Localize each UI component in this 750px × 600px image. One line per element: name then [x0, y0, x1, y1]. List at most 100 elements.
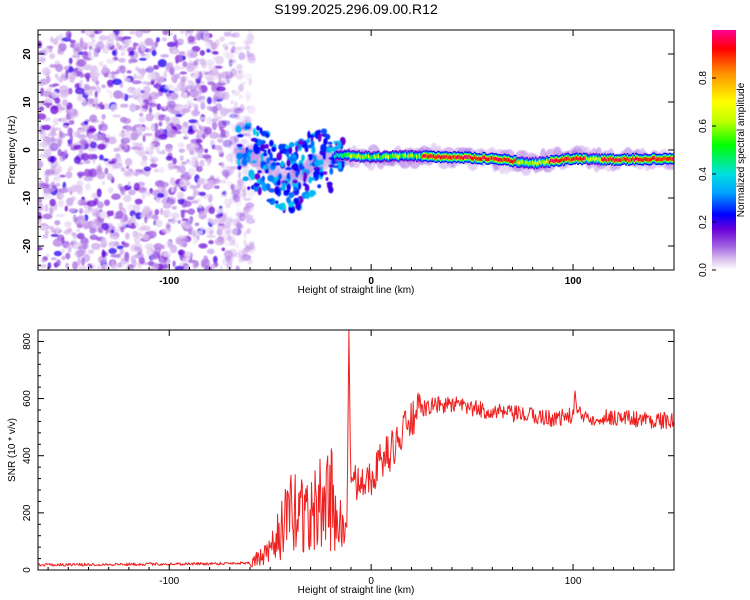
- spectrogram-signal-cell: [276, 152, 282, 161]
- spectrogram-noise-cell: [138, 57, 147, 61]
- spectrogram-noise-cell: [220, 79, 226, 84]
- spectrogram-noise-cell: [76, 228, 80, 233]
- spectrogram-signal-cell: [288, 192, 295, 199]
- spectrogram-noise-cell: [179, 155, 184, 162]
- spectrogram-noise-cell: [69, 39, 76, 44]
- spectrogram-noise-cell: [78, 148, 84, 156]
- spectrogram-noise-cell: [98, 35, 108, 41]
- spectrogram-noise-cell: [151, 50, 157, 57]
- spectrogram-noise-cell: [152, 251, 158, 260]
- spectrogram-noise-cell: [147, 72, 157, 81]
- spectrogram-noise-cell: [60, 193, 65, 199]
- spectrogram-ridge-cell: [626, 156, 629, 161]
- spectrogram-noise-cell: [141, 46, 146, 52]
- spectrogram-ridge-cell: [653, 156, 656, 160]
- spectrogram-ridge-cell: [465, 155, 468, 159]
- spectrogram-ridge-cell: [602, 158, 605, 162]
- spectrogram-noise-cell: [115, 35, 121, 42]
- spectrogram-signal-cell: [279, 149, 285, 154]
- spectrogram-noise-cell: [133, 246, 141, 251]
- spectrogram-noise-cell: [52, 238, 63, 247]
- spectrogram-noise-cell: [192, 260, 197, 269]
- spectrogram-noise-cell: [199, 116, 206, 121]
- spectrogram-noise-cell: [142, 85, 151, 94]
- spectrogram-signal-cell: [309, 190, 317, 196]
- spectrogram-ridge-cell: [619, 158, 622, 163]
- spectrogram-x-tick-label: -100: [159, 276, 179, 287]
- spectrogram-noise-cell: [244, 90, 252, 100]
- spectrogram-noise-cell: [50, 227, 55, 233]
- spectrogram-noise-cell: [101, 222, 110, 231]
- spectrogram-noise-cell: [98, 211, 108, 219]
- spectrogram-ridge-cell: [408, 154, 411, 158]
- spectrogram-noise-cell: [209, 229, 213, 235]
- spectrogram-signal-cell: [244, 125, 251, 130]
- spectrogram-ridge-cell: [654, 157, 657, 161]
- spectrogram-ridge-cell: [478, 156, 480, 161]
- spectrogram-noise-cell: [180, 125, 188, 131]
- spectrogram-noise-cell: [68, 66, 74, 74]
- spectrogram-signal-cell: [306, 138, 311, 144]
- spectrogram-noise-cell: [142, 134, 146, 143]
- colorbar-ticks: 0.0 0.2 0.4 0.6 0.8: [698, 71, 716, 277]
- spectrogram-noise-cell: [197, 177, 207, 184]
- spectrogram-ridge-cell: [457, 155, 459, 159]
- spectrogram-noise-cell: [49, 53, 56, 59]
- spectrogram-noise-cell: [195, 58, 200, 62]
- spectrogram-noise-cell: [179, 71, 188, 75]
- spectrogram-noise-cell: [102, 64, 108, 74]
- spectrogram-noise-cell: [147, 230, 157, 239]
- spectrogram-signal-cell: [327, 141, 333, 145]
- spectrogram-noise-cell: [208, 264, 217, 269]
- spectrogram-noise-cell: [237, 171, 241, 180]
- spectrogram-noise-cell: [177, 142, 185, 148]
- spectrogram-ridge-cell: [403, 154, 406, 158]
- spectrogram-noise-cell: [96, 201, 104, 209]
- spectrogram-noise-cell: [208, 69, 214, 75]
- spectrogram-noise-cell: [151, 42, 157, 50]
- spectrogram-ridge-cell: [555, 158, 558, 162]
- spectrogram-noise-cell: [115, 210, 124, 220]
- spectrogram-ridge-cell: [430, 154, 432, 158]
- spectrogram-noise-cell: [225, 75, 231, 84]
- spectrogram-ridge-cell: [486, 157, 489, 162]
- snr-frame: [37, 329, 675, 571]
- spectrogram-noise-cell: [55, 214, 65, 218]
- spectrogram-ridge-cell: [596, 158, 599, 162]
- spectrogram-signal-cell: [237, 157, 241, 167]
- spectrogram-signal-cell: [286, 183, 291, 191]
- spectrogram-noise-cell: [129, 50, 135, 56]
- spectrogram-noise-cell: [212, 56, 220, 60]
- spectrogram-noise-cell: [134, 169, 144, 173]
- spectrogram-noise-cell: [80, 153, 90, 161]
- spectrogram-ridge-cell: [441, 155, 444, 159]
- spectrogram-noise-cell: [219, 264, 223, 270]
- spectrogram-noise-cell: [236, 228, 241, 236]
- spectrogram-ridge-cell: [373, 154, 376, 159]
- spectrogram-noise-cell: [206, 96, 212, 105]
- spectrogram-noise-cell: [217, 72, 224, 80]
- spectrogram-noise-cell: [144, 37, 154, 46]
- spectrogram-ridge-cell: [543, 160, 545, 165]
- spectrogram-ridge-cell: [567, 156, 569, 161]
- spectrogram-noise-cell: [42, 91, 52, 98]
- spectrogram-signal-cell: [317, 134, 322, 143]
- spectrogram-ridge-cell: [512, 160, 514, 164]
- spectrogram-noise-cell: [239, 168, 250, 174]
- spectrogram-signal-cell: [308, 134, 315, 138]
- spectrogram-noise-cell: [212, 105, 219, 114]
- spectrogram-noise-cell: [60, 248, 65, 253]
- spectrogram-noise-cell: [106, 173, 113, 181]
- spectrogram-ridge-cell: [581, 158, 584, 162]
- spectrogram-noise-cell: [135, 212, 143, 220]
- spectrogram-noise-cell: [214, 238, 225, 246]
- spectrogram-noise-cell: [130, 54, 134, 60]
- spectrogram-ridge-cell: [577, 157, 579, 162]
- spectrogram-noise-cell: [198, 191, 206, 196]
- spectrogram-ridge-cell: [500, 158, 503, 162]
- spectrogram-ridge-cell: [424, 154, 427, 158]
- spectrogram-ridge-cell: [527, 162, 530, 166]
- spectrogram-noise-cell: [77, 189, 83, 195]
- spectrogram-ridge-cell: [541, 159, 544, 164]
- spectrogram-noise-cell: [145, 191, 152, 196]
